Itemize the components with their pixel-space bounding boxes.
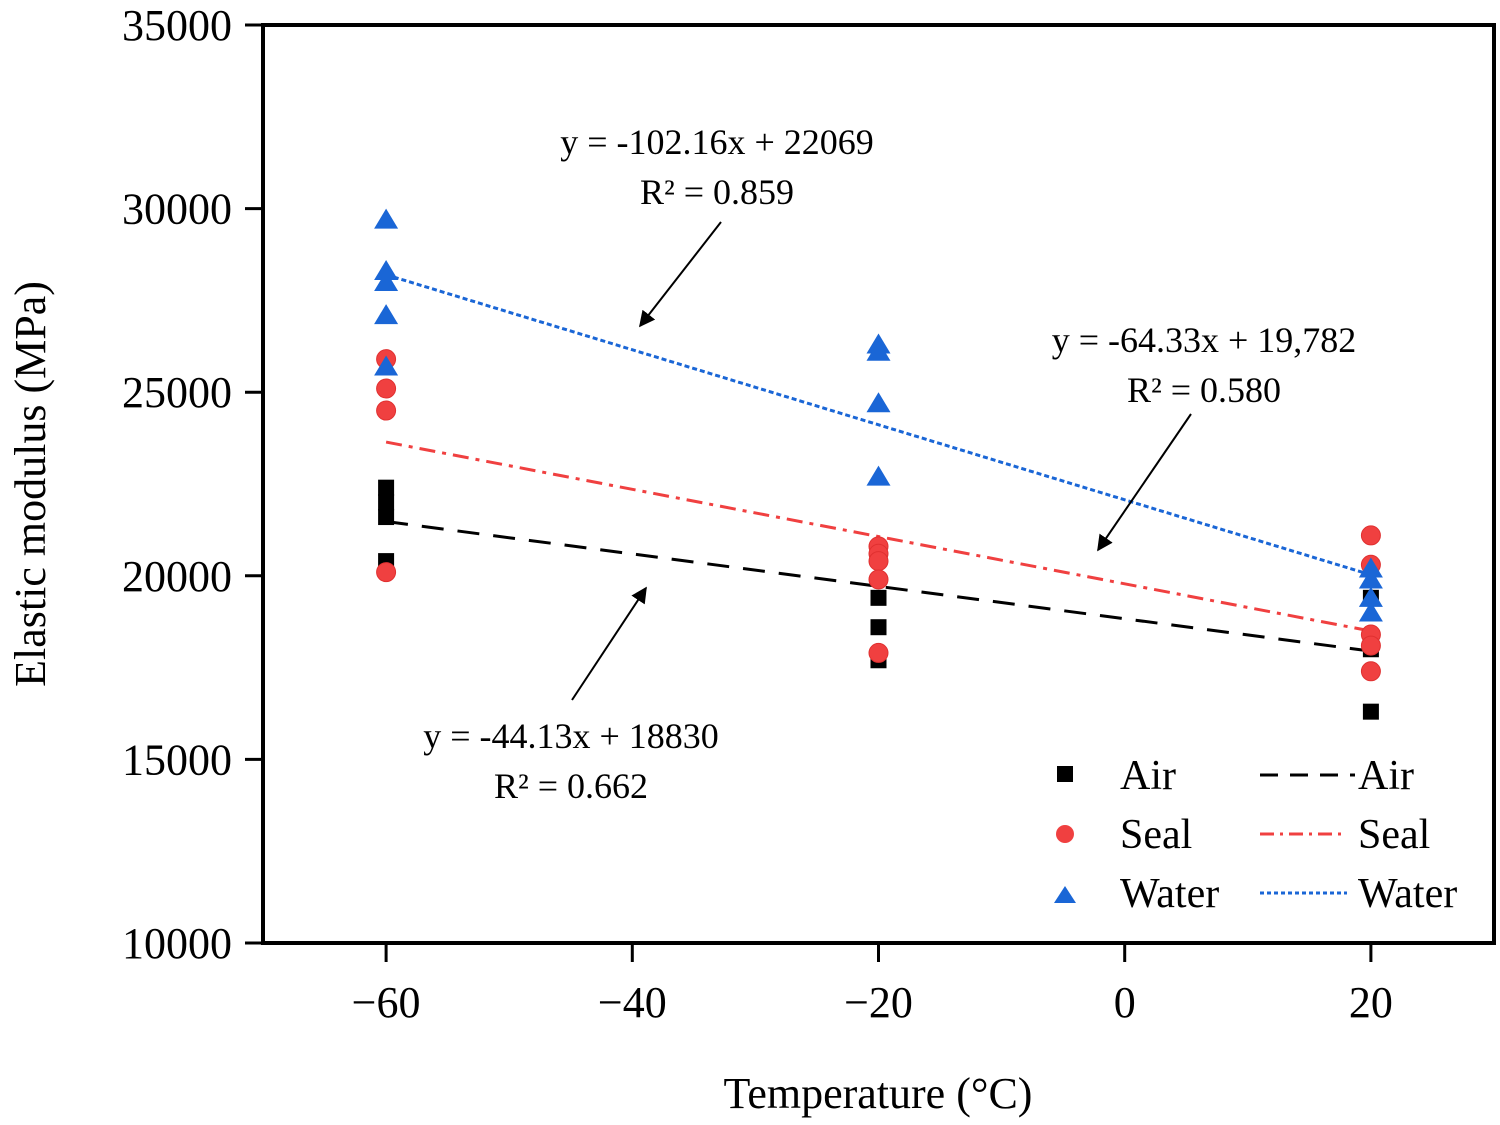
- legend: Air Seal Water Air Seal Water: [1054, 753, 1457, 917]
- water-fit-r2: R² = 0.859: [640, 172, 794, 212]
- y-tick-label: 35000: [122, 1, 232, 50]
- data-point-seal: [1360, 661, 1381, 682]
- x-tick-label: 0: [1114, 978, 1136, 1027]
- x-axis-title: Temperature (°C): [724, 1069, 1033, 1118]
- air-fit-r2: R² = 0.662: [494, 766, 648, 806]
- legend-label-air-points: Air: [1120, 753, 1176, 799]
- data-point-water: [374, 271, 399, 292]
- data-point-seal: [868, 569, 889, 590]
- legend-label-seal-fit: Seal: [1358, 812, 1430, 858]
- data-point-seal: [1360, 525, 1381, 546]
- data-point-water: [1358, 586, 1383, 607]
- data-point-seal: [1360, 635, 1381, 656]
- data-point-water: [374, 304, 399, 325]
- water-fit-equation: y = -102.16x + 22069: [560, 122, 874, 162]
- seal-fit-arrow: [1097, 413, 1192, 552]
- data-point-water: [866, 465, 891, 486]
- data-point-water: [866, 340, 891, 361]
- y-tick-label: 20000: [122, 552, 232, 601]
- y-tick-label: 25000: [122, 368, 232, 417]
- fit-line-air: [385, 520, 1372, 653]
- data-point-air: [378, 509, 395, 526]
- y-axis-title: Elastic modulus (MPa): [6, 281, 55, 687]
- data-point-air: [870, 619, 887, 636]
- data-point-seal: [868, 642, 889, 663]
- legend-label-air-fit: Air: [1358, 753, 1414, 799]
- x-tick-label: −60: [352, 978, 421, 1027]
- water-fit-arrow: [639, 221, 722, 328]
- data-point-seal: [376, 562, 397, 583]
- seal-fit-r2: R² = 0.580: [1127, 370, 1281, 410]
- data-point-water: [1358, 568, 1383, 589]
- data-point-air: [378, 479, 395, 496]
- y-tick-label: 10000: [122, 919, 232, 968]
- x-tick-label: 20: [1349, 978, 1393, 1027]
- data-point-water: [374, 208, 399, 229]
- data-point-water: [1358, 557, 1383, 578]
- legend-label-seal-points: Seal: [1120, 812, 1192, 858]
- y-tick-label: 15000: [122, 735, 232, 784]
- data-point-seal: [376, 378, 397, 399]
- data-point-air: [378, 494, 395, 511]
- x-tick-label: −20: [844, 978, 913, 1027]
- data-point-air: [1362, 703, 1379, 720]
- legend-marker-water: [1054, 886, 1076, 903]
- data-points: [374, 208, 1383, 720]
- data-point-water: [374, 355, 399, 376]
- legend-label-water-points: Water: [1120, 871, 1219, 917]
- data-point-seal: [376, 400, 397, 421]
- data-point-seal: [868, 551, 889, 572]
- legend-marker-air: [1057, 766, 1073, 782]
- air-fit-equation: y = -44.13x + 18830: [423, 716, 719, 756]
- x-tick-label: −40: [598, 978, 667, 1027]
- y-axis: 10000 15000 20000 25000 30000 35000: [122, 1, 263, 968]
- fit-line-water: [385, 273, 1372, 577]
- seal-fit-equation: y = -64.33x + 19,782: [1052, 320, 1357, 360]
- legend-marker-seal: [1056, 825, 1074, 843]
- air-fit-arrow: [571, 586, 647, 701]
- data-point-water: [374, 260, 399, 281]
- y-tick-label: 30000: [122, 185, 232, 234]
- data-point-water: [1358, 601, 1383, 622]
- data-point-water: [866, 392, 891, 413]
- x-axis: −60 −40 −20 0 20: [352, 943, 1393, 1027]
- data-point-air: [870, 589, 887, 606]
- legend-label-water-fit: Water: [1358, 871, 1457, 917]
